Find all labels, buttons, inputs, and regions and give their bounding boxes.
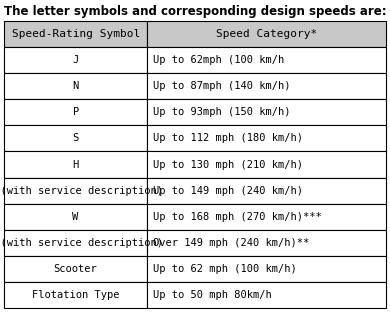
Text: Speed-Rating Symbol: Speed-Rating Symbol: [11, 29, 140, 39]
Bar: [147, 99, 386, 125]
Bar: [4, 47, 147, 73]
Bar: [4, 21, 147, 47]
Bar: [147, 73, 386, 99]
Bar: [4, 73, 147, 99]
Text: V (with service description): V (with service description): [0, 186, 163, 196]
Bar: [147, 21, 386, 47]
Text: Up to 149 mph (240 km/h): Up to 149 mph (240 km/h): [153, 186, 303, 196]
Text: Up to 93mph (150 km/h): Up to 93mph (150 km/h): [153, 107, 291, 117]
Text: Flotation Type: Flotation Type: [32, 290, 119, 300]
Bar: [4, 99, 147, 125]
Text: J: J: [73, 55, 79, 65]
Text: Up to 62mph (100 km/h: Up to 62mph (100 km/h: [153, 55, 284, 65]
Text: W: W: [73, 212, 79, 222]
Text: N: N: [73, 81, 79, 91]
Bar: [4, 282, 147, 308]
Text: The letter symbols and corresponding design speeds are:: The letter symbols and corresponding des…: [4, 5, 386, 18]
Text: Z (with service description): Z (with service description): [0, 238, 163, 248]
Bar: [147, 256, 386, 282]
Bar: [147, 125, 386, 151]
Text: Scooter: Scooter: [54, 264, 98, 274]
Text: P: P: [73, 107, 79, 117]
Text: H: H: [73, 159, 79, 169]
Bar: [4, 178, 147, 204]
Bar: [4, 151, 147, 178]
Text: Up to 112 mph (180 km/h): Up to 112 mph (180 km/h): [153, 134, 303, 144]
Bar: [147, 282, 386, 308]
Bar: [4, 204, 147, 230]
Bar: [147, 47, 386, 73]
Text: Over 149 mph (240 km/h)**: Over 149 mph (240 km/h)**: [153, 238, 310, 248]
Text: Up to 130 mph (210 km/h): Up to 130 mph (210 km/h): [153, 159, 303, 169]
Bar: [4, 256, 147, 282]
Text: S: S: [73, 134, 79, 144]
Bar: [4, 125, 147, 151]
Bar: [147, 204, 386, 230]
Bar: [4, 230, 147, 256]
Text: Up to 50 mph 80km/h: Up to 50 mph 80km/h: [153, 290, 272, 300]
Text: Up to 87mph (140 km/h): Up to 87mph (140 km/h): [153, 81, 291, 91]
Bar: [147, 178, 386, 204]
Bar: [147, 151, 386, 178]
Text: Up to 62 mph (100 km/h): Up to 62 mph (100 km/h): [153, 264, 297, 274]
Text: Speed Category*: Speed Category*: [216, 29, 317, 39]
Text: Up to 168 mph (270 km/h)***: Up to 168 mph (270 km/h)***: [153, 212, 322, 222]
Bar: [147, 230, 386, 256]
